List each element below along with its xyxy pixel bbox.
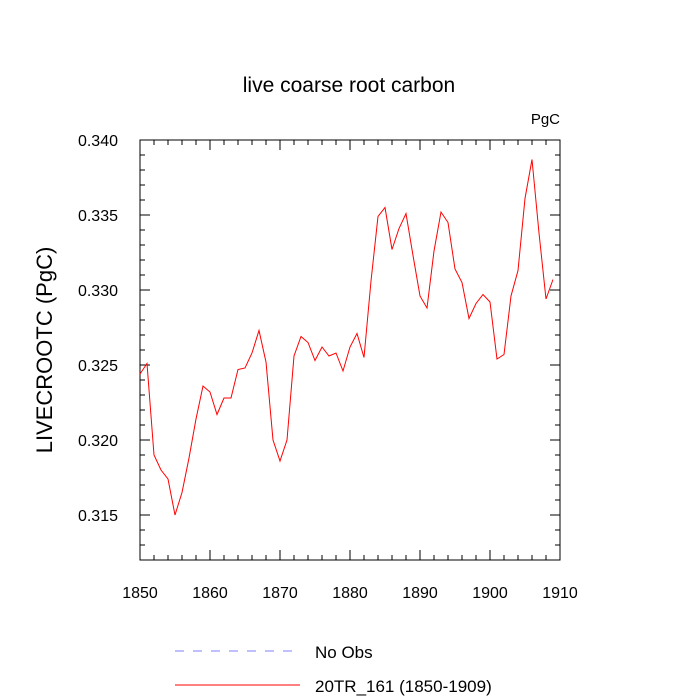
y-axis-label: LIVECROOTC (PgC) (32, 247, 57, 454)
x-tick-label: 1900 (472, 585, 508, 602)
y-tick-label: 0.325 (78, 358, 118, 375)
x-tick-label: 1870 (262, 585, 298, 602)
x-tick-labels: 1850 1860 1870 1880 1890 1900 1910 (122, 585, 578, 602)
units-label: PgC (531, 111, 560, 128)
y-tick-label: 0.315 (78, 508, 118, 525)
major-ticks (139, 139, 561, 560)
series-line-20TR-161 (139, 159, 554, 516)
x-tick-label: 1890 (402, 585, 438, 602)
minor-ticks (139, 139, 561, 561)
series-layer (139, 159, 554, 516)
y-tick-label: 0.335 (78, 208, 118, 225)
y-tick-label: 0.320 (78, 433, 118, 450)
x-tick-label: 1860 (192, 585, 228, 602)
legend-label-20TR-161: 20TR_161 (1850-1909) (315, 677, 492, 696)
plot-frame (139, 139, 561, 561)
x-tick-label: 1880 (332, 585, 368, 602)
chart-title: live coarse root carbon (243, 74, 455, 97)
y-tick-labels: 0.315 0.320 0.325 0.330 0.335 0.340 (78, 133, 118, 525)
y-tick-label: 0.340 (78, 133, 118, 150)
x-tick-label: 1850 (122, 585, 158, 602)
legend-label-no-obs: No Obs (315, 643, 373, 662)
y-tick-label: 0.330 (78, 283, 118, 300)
x-tick-label: 1910 (542, 585, 578, 602)
legend: No Obs 20TR_161 (1850-1909) (175, 643, 492, 696)
